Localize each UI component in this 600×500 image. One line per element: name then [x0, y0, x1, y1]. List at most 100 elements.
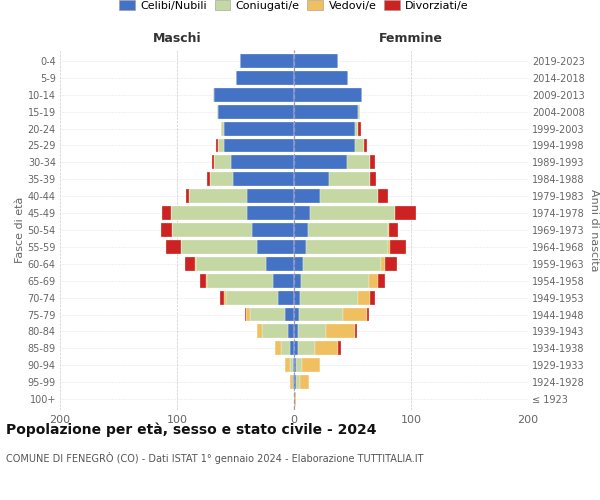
Bar	[212, 156, 214, 170]
Bar	[343, 308, 367, 322]
Bar	[161, 223, 172, 237]
Bar	[294, 88, 362, 102]
Bar	[294, 138, 355, 152]
Bar	[194, 257, 196, 270]
Bar	[275, 342, 281, 355]
Bar	[358, 290, 370, 304]
Bar	[250, 308, 284, 322]
Bar	[210, 172, 233, 186]
Bar	[326, 324, 355, 338]
Bar	[294, 240, 306, 254]
Bar	[273, 274, 294, 287]
Bar	[370, 172, 376, 186]
Bar	[385, 257, 397, 270]
Bar	[294, 308, 299, 322]
Bar	[290, 375, 293, 389]
Bar	[302, 358, 320, 372]
Bar	[296, 358, 302, 372]
Text: Popolazione per età, sesso e stato civile - 2024: Popolazione per età, sesso e stato civil…	[6, 422, 377, 437]
Bar	[389, 223, 398, 237]
Bar	[247, 206, 294, 220]
Bar	[315, 342, 338, 355]
Bar	[290, 358, 293, 372]
Bar	[281, 342, 290, 355]
Bar	[214, 88, 294, 102]
Bar	[306, 240, 388, 254]
Bar	[224, 290, 226, 304]
Bar	[294, 290, 300, 304]
Bar	[358, 105, 359, 118]
Bar	[166, 240, 181, 254]
Bar	[294, 274, 301, 287]
Bar	[294, 392, 296, 406]
Bar	[370, 156, 375, 170]
Bar	[278, 290, 294, 304]
Bar	[233, 172, 294, 186]
Bar	[240, 54, 294, 68]
Bar	[378, 274, 385, 287]
Bar	[293, 375, 294, 389]
Bar	[235, 71, 294, 85]
Bar	[206, 274, 208, 287]
Bar	[224, 138, 294, 152]
Bar	[188, 190, 247, 203]
Bar	[215, 138, 218, 152]
Bar	[370, 290, 375, 304]
Bar	[294, 172, 329, 186]
Bar	[300, 375, 309, 389]
Bar	[196, 257, 266, 270]
Bar	[300, 290, 358, 304]
Bar	[296, 375, 300, 389]
Bar	[257, 240, 294, 254]
Bar	[294, 54, 338, 68]
Bar	[304, 257, 380, 270]
Bar	[284, 308, 294, 322]
Bar	[329, 172, 370, 186]
Bar	[347, 156, 370, 170]
Bar	[355, 122, 358, 136]
Bar	[395, 206, 416, 220]
Bar	[185, 257, 194, 270]
Bar	[298, 324, 326, 338]
Bar	[246, 308, 250, 322]
Text: Maschi: Maschi	[152, 32, 202, 45]
Bar	[364, 138, 367, 152]
Bar	[294, 105, 358, 118]
Bar	[220, 290, 224, 304]
Bar	[294, 358, 296, 372]
Text: COMUNE DI FENEGRÒ (CO) - Dati ISTAT 1° gennaio 2024 - Elaborazione TUTTITALIA.IT: COMUNE DI FENEGRÒ (CO) - Dati ISTAT 1° g…	[6, 452, 424, 464]
Legend: Celibi/Nubili, Coniugati/e, Vedovi/e, Divorziati/e: Celibi/Nubili, Coniugati/e, Vedovi/e, Di…	[115, 0, 473, 16]
Bar	[367, 308, 369, 322]
Bar	[355, 324, 357, 338]
Bar	[288, 324, 294, 338]
Bar	[294, 324, 298, 338]
Bar	[378, 190, 388, 203]
Bar	[181, 240, 257, 254]
Bar	[308, 223, 388, 237]
Bar	[218, 105, 294, 118]
Bar	[294, 375, 296, 389]
Bar	[298, 342, 315, 355]
Bar	[355, 138, 364, 152]
Bar	[226, 290, 278, 304]
Bar	[299, 308, 343, 322]
Bar	[218, 138, 224, 152]
Bar	[262, 324, 288, 338]
Bar	[266, 257, 294, 270]
Bar	[231, 156, 294, 170]
Bar	[294, 190, 320, 203]
Bar	[380, 257, 385, 270]
Bar	[338, 342, 341, 355]
Bar	[290, 342, 294, 355]
Bar	[213, 88, 214, 102]
Bar	[294, 122, 355, 136]
Y-axis label: Anni di nascita: Anni di nascita	[589, 188, 599, 271]
Bar	[247, 190, 294, 203]
Bar	[214, 156, 231, 170]
Bar	[221, 122, 224, 136]
Bar	[390, 240, 406, 254]
Bar	[162, 206, 171, 220]
Bar	[208, 172, 210, 186]
Bar	[257, 324, 262, 338]
Bar	[320, 190, 378, 203]
